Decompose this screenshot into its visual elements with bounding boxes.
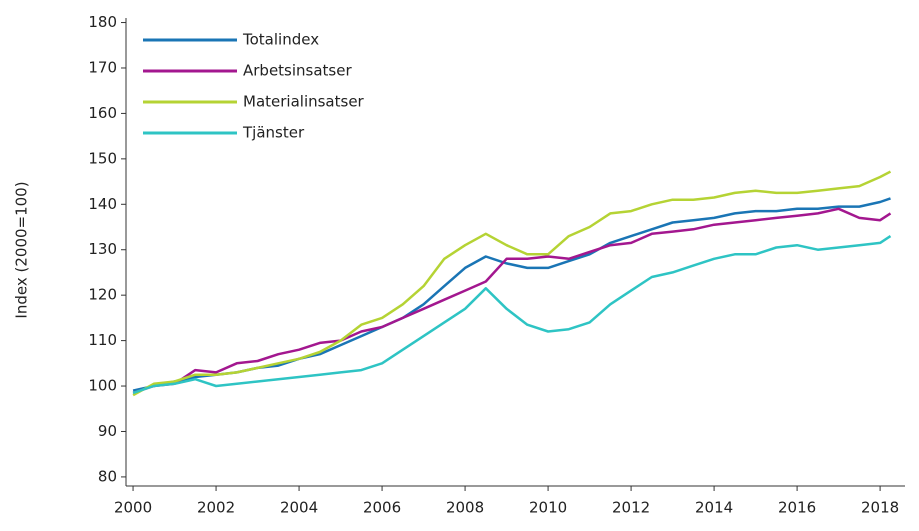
legend-label: Arbetsinsatser — [243, 62, 352, 80]
legend-label: Tjänster — [242, 124, 305, 142]
y-tick-label: 100 — [88, 377, 117, 395]
x-tick-label: 2008 — [446, 499, 484, 517]
y-axis-label: Index (2000=100) — [13, 181, 31, 318]
y-tick-label: 160 — [88, 104, 117, 122]
x-tick-label: 2012 — [612, 499, 650, 517]
x-tick-label: 2018 — [861, 499, 899, 517]
x-tick-label: 2004 — [280, 499, 318, 517]
y-tick-label: 140 — [88, 195, 117, 213]
x-tick-label: 2014 — [695, 499, 733, 517]
x-tick-label: 2010 — [529, 499, 567, 517]
series-line — [132, 235, 892, 395]
series-line — [132, 207, 892, 395]
y-tick-label: 130 — [88, 240, 117, 258]
x-tick-label: 2002 — [197, 499, 235, 517]
y-tick-label: 170 — [88, 58, 117, 76]
y-tick-label: 90 — [98, 422, 117, 440]
y-tick-label: 110 — [88, 331, 117, 349]
legend-label: Materialinsatser — [243, 93, 365, 111]
y-tick-label: 150 — [88, 149, 117, 167]
y-tick-label: 180 — [88, 13, 117, 31]
x-tick-label: 2000 — [114, 499, 152, 517]
x-tick-label: 2016 — [778, 499, 816, 517]
y-tick-label: 80 — [98, 467, 117, 485]
y-tick-label: 120 — [88, 286, 117, 304]
legend-label: Totalindex — [242, 31, 319, 49]
x-tick-label: 2006 — [363, 499, 401, 517]
series-line — [132, 170, 892, 397]
